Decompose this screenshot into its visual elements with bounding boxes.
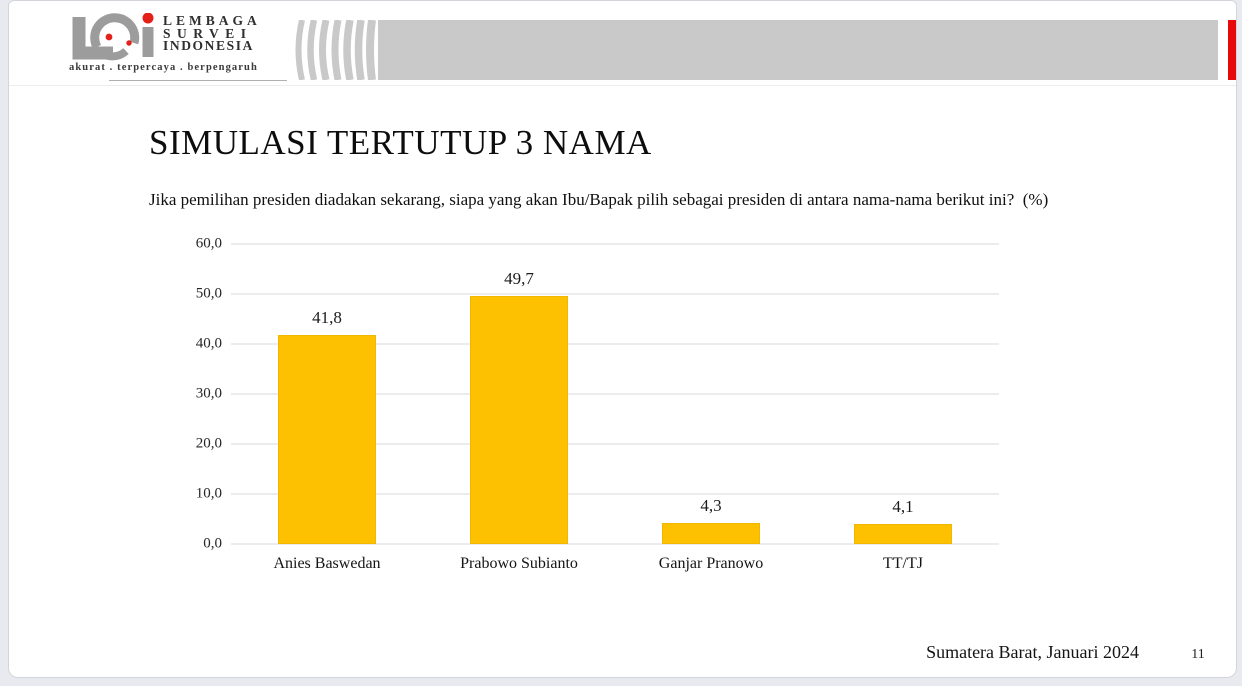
x-category-label: Ganjar Pranowo: [658, 555, 764, 572]
logo-tagline: akurat . terpercaya . berpengaruh: [69, 62, 258, 73]
bar-slot: 4,1: [807, 244, 999, 544]
bar: [278, 335, 376, 544]
lsi-logo-icon: [72, 13, 154, 61]
gridline: [231, 393, 999, 395]
plot-area: 0,0 10,0 20,0 30,0 40,0 50,0 60,0 41,8 Anies Bas…: [196, 236, 999, 572]
lsi-logo-wordmark: LEMBAGA SURVEI INDONESIA: [163, 13, 261, 54]
logo-line3: INDONESIA: [163, 38, 254, 54]
y-tick-label: 60,0: [195, 235, 222, 252]
logo-line1: LEMBAGA: [163, 13, 261, 28]
logo-underline: [109, 80, 287, 81]
slide: LEMBAGA SURVEI INDONESIA akurat . terper…: [8, 0, 1237, 678]
x-category-label: Anies Baswedan: [273, 555, 381, 572]
footer-location-date: Sumatera Barat, Januari 2024: [926, 642, 1139, 662]
logo-line2: SURVEI: [163, 25, 253, 41]
bar-slot: 4,3: [615, 244, 807, 544]
bar-value-label: 41,8: [312, 308, 342, 327]
gridline: [231, 343, 999, 345]
page-title: SIMULASI TERTUTUP 3 NAMA: [149, 123, 652, 162]
bar-slot: 41,8: [231, 244, 423, 544]
y-tick-label: 0,0: [203, 535, 222, 552]
gridline: [231, 243, 999, 245]
y-tick-label: 10,0: [195, 485, 222, 502]
y-tick-label: 30,0: [195, 385, 222, 402]
header-red-accent-bar: [1228, 20, 1236, 80]
gridline: [231, 493, 999, 495]
bar-value-label: 4,3: [700, 495, 722, 515]
gridline: [231, 293, 999, 295]
gridline: [231, 443, 999, 445]
y-tick-label: 40,0: [195, 335, 222, 352]
header-gray-band: [378, 20, 1218, 80]
bar: [854, 523, 952, 544]
gridline: [231, 543, 999, 545]
bar-value-label: 4,1: [892, 496, 914, 516]
bar-value-label: 49,7: [504, 268, 534, 288]
bar-slot: 49,7: [423, 244, 615, 544]
bar: [662, 522, 760, 544]
x-category-label: Prabowo Subianto: [460, 555, 578, 572]
y-tick-label: 20,0: [195, 435, 222, 452]
survey-question: Jika pemilihan presiden diadakan sekaran…: [149, 190, 1049, 209]
bar: [470, 295, 568, 544]
header-stripes-decoration: [295, 20, 376, 80]
y-tick-label: 50,0: [195, 285, 222, 302]
x-category-label: TT/TJ: [883, 555, 923, 572]
page-number: 11: [1191, 647, 1205, 662]
header-divider: [9, 85, 1236, 86]
